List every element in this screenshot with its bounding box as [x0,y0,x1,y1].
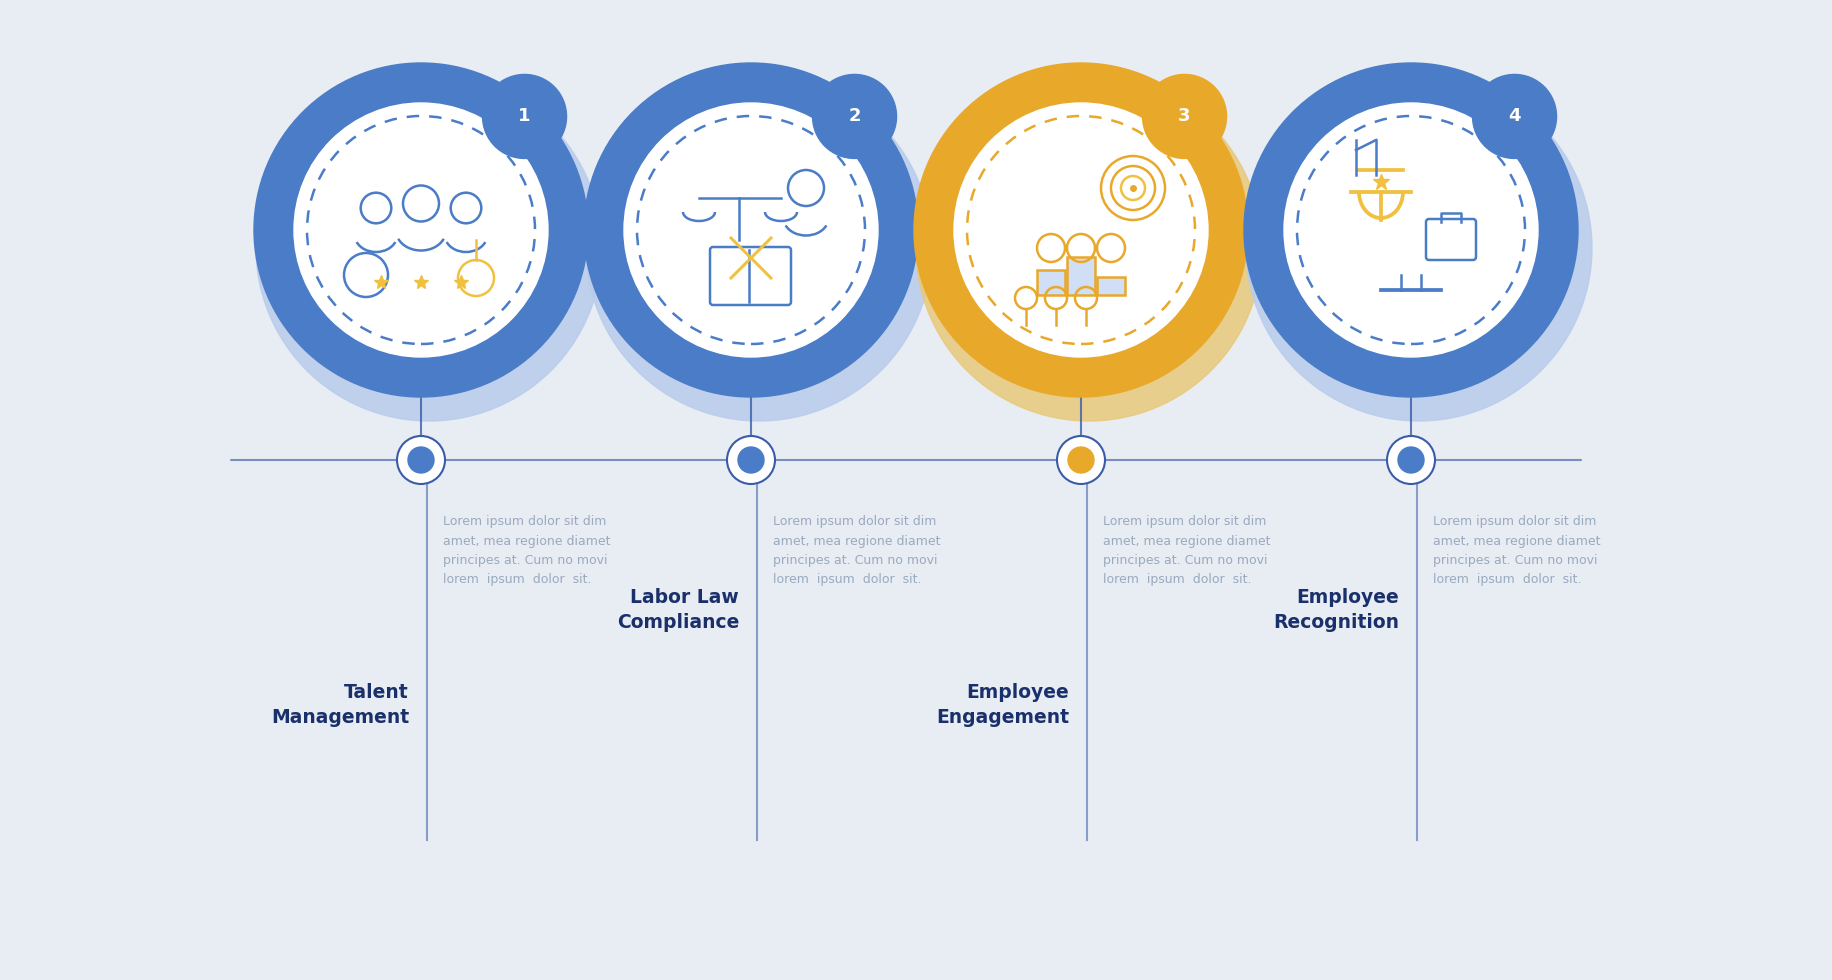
FancyBboxPatch shape [1066,257,1096,295]
Circle shape [916,75,1262,421]
Text: Labor Law
Compliance: Labor Law Compliance [617,588,738,632]
FancyBboxPatch shape [1097,277,1125,295]
Circle shape [1387,436,1434,484]
Circle shape [954,103,1207,357]
Circle shape [1057,436,1105,484]
Circle shape [1068,447,1094,473]
Circle shape [256,75,603,421]
Text: 2: 2 [848,108,861,125]
Circle shape [1244,63,1577,397]
Circle shape [1284,103,1539,357]
Circle shape [1246,75,1592,421]
Text: 3: 3 [1178,108,1191,125]
Text: Talent
Management: Talent Management [271,683,409,726]
Circle shape [625,103,878,357]
FancyBboxPatch shape [1037,270,1064,295]
Circle shape [1473,74,1557,159]
Circle shape [738,447,764,473]
Text: Employee
Recognition: Employee Recognition [1273,588,1400,632]
Circle shape [255,63,588,397]
Circle shape [584,63,918,397]
Circle shape [482,74,566,159]
Circle shape [398,436,445,484]
Circle shape [727,436,775,484]
Circle shape [813,74,896,159]
Text: 1: 1 [518,108,531,125]
Text: Lorem ipsum dolor sit dim
amet, mea regione diamet
principes at. Cum no movi
lor: Lorem ipsum dolor sit dim amet, mea regi… [443,515,610,586]
Text: 4: 4 [1508,108,1521,125]
Text: Lorem ipsum dolor sit dim
amet, mea regione diamet
principes at. Cum no movi
lor: Lorem ipsum dolor sit dim amet, mea regi… [773,515,940,586]
Circle shape [409,447,434,473]
Circle shape [1143,74,1227,159]
Text: Lorem ipsum dolor sit dim
amet, mea regione diamet
principes at. Cum no movi
lor: Lorem ipsum dolor sit dim amet, mea regi… [1103,515,1271,586]
Circle shape [914,63,1248,397]
Circle shape [586,75,932,421]
Circle shape [1398,447,1423,473]
Text: Employee
Engagement: Employee Engagement [936,683,1070,726]
Circle shape [293,103,548,357]
Text: Lorem ipsum dolor sit dim
amet, mea regione diamet
principes at. Cum no movi
lor: Lorem ipsum dolor sit dim amet, mea regi… [1433,515,1601,586]
